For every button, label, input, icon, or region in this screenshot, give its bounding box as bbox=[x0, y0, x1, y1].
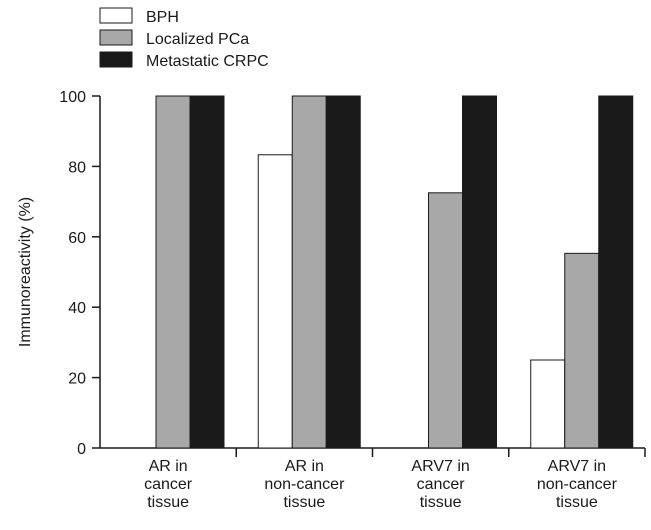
bar-localized-pca bbox=[291, 95, 327, 449]
y-tick-label: 80 bbox=[68, 159, 86, 176]
y-axis: 0 20 40 60 80 100 bbox=[59, 89, 101, 458]
x-axis: AR in cancer tissue AR in non-cancer tissue AR… bbox=[100, 447, 646, 511]
y-tick-label: 20 bbox=[68, 371, 86, 388]
legend-label: BPH bbox=[146, 9, 179, 26]
y-tick-label: 40 bbox=[68, 300, 86, 317]
bar-metastatic-crpc bbox=[325, 95, 361, 449]
y-axis-title: Immunoreactivity (%) bbox=[17, 197, 34, 347]
y-tick-label: 100 bbox=[59, 89, 86, 106]
x-category-label: AR in non-cancer tissue bbox=[264, 458, 345, 511]
y-tick-label: 60 bbox=[68, 230, 86, 247]
legend-swatch bbox=[99, 51, 133, 68]
legend-label: Metastatic CRPC bbox=[146, 53, 269, 70]
legend-swatch bbox=[99, 7, 133, 24]
bar-localized-pca bbox=[428, 192, 463, 449]
x-category-label: AR in cancer tissue bbox=[144, 458, 193, 511]
bar-localized-pca bbox=[564, 252, 600, 449]
legend-swatch bbox=[99, 29, 133, 46]
bar-metastatic-crpc bbox=[598, 95, 634, 449]
bar-localized-pca bbox=[155, 95, 191, 449]
bar-metastatic-crpc bbox=[462, 95, 497, 449]
x-category-label: ARV7 in cancer tissue bbox=[411, 458, 469, 511]
x-category-label: ARV7 in non-cancer tissue bbox=[537, 458, 618, 511]
legend-label: Localized PCa bbox=[146, 31, 249, 48]
bar-bph bbox=[530, 359, 566, 449]
y-tick-label: 0 bbox=[77, 441, 86, 458]
bars bbox=[155, 95, 634, 449]
legend: BPH Localized PCa Metastatic CRPC bbox=[99, 7, 269, 70]
bar-metastatic-crpc bbox=[189, 95, 225, 449]
bar-bph bbox=[257, 154, 293, 449]
